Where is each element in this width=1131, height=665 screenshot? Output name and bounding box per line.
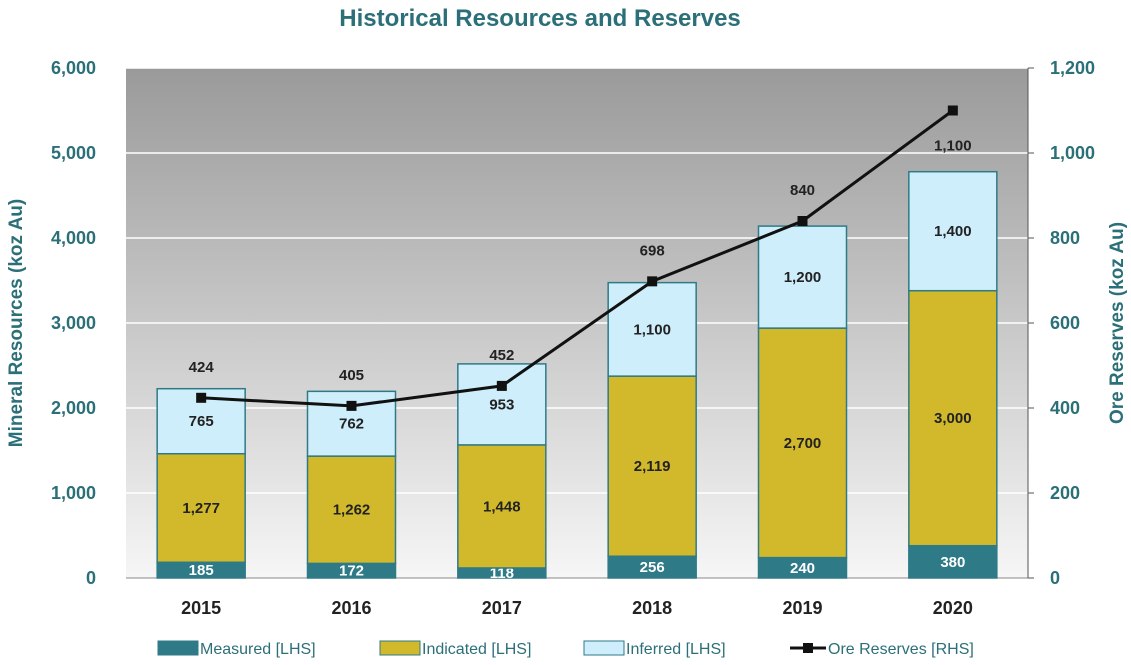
ore-reserves-marker	[496, 380, 507, 391]
left-tick-label: 6,000	[51, 58, 96, 78]
legend-measured-label: Measured [LHS]	[200, 641, 316, 658]
data-label-measured: 172	[339, 563, 364, 580]
ore-reserves-marker	[346, 400, 357, 411]
data-label-inferred: 1,400	[934, 223, 972, 240]
legend: Measured [LHS] Indicated [LHS] Inferred [L…	[157, 640, 974, 658]
right-tick-label: 1,200	[1050, 58, 1095, 78]
ore-reserves-label: 1,100	[934, 138, 972, 155]
ore-reserves-marker	[196, 392, 207, 403]
ore-reserves-polyline	[201, 109, 954, 408]
bar-inferred	[908, 170, 998, 292]
x-tick-label: 2018	[632, 598, 672, 618]
data-label-measured: 256	[640, 559, 665, 576]
left-tick-label: 2,000	[51, 398, 96, 418]
bar-indicated	[306, 455, 397, 565]
legend-indicated-swatch	[379, 640, 421, 656]
data-label-inferred: 762	[339, 416, 364, 433]
bar-indicated	[156, 452, 246, 564]
bar-inferred	[457, 363, 547, 446]
data-label-measured: 118	[490, 565, 514, 582]
left-axis-ticks: 0 1,000 2,000 3,000 4,000 5,000 6,000	[51, 58, 96, 588]
left-tick-label: 3,000	[51, 313, 96, 333]
data-label-indicated: 1,448	[483, 498, 521, 515]
bar-indicated	[757, 327, 848, 559]
data-label-measured: 240	[790, 560, 815, 577]
legend-inferred-swatch	[583, 640, 625, 656]
ore-reserves-label: 424	[189, 359, 215, 376]
data-label-indicated: 1,262	[333, 502, 371, 519]
legend-ore-reserves-marker	[803, 643, 813, 653]
data-label-inferred: 765	[189, 413, 214, 430]
data-label-indicated: 2,119	[634, 458, 671, 475]
ore-reserves-label: 452	[489, 347, 514, 364]
x-tick-label: 2020	[933, 598, 973, 618]
right-tick-label: 400	[1050, 398, 1080, 418]
ore-reserves-label: 405	[339, 367, 364, 384]
x-tick-label: 2015	[181, 598, 221, 618]
left-tick-label: 0	[86, 568, 96, 588]
left-tick-label: 4,000	[51, 228, 96, 248]
bar-measured	[908, 544, 998, 579]
right-axis-label: Ore Reserves (koz Au)	[1107, 222, 1128, 424]
right-tick-label: 0	[1050, 568, 1060, 588]
x-tick-label: 2019	[782, 598, 822, 618]
data-label-inferred: 953	[489, 396, 514, 413]
data-label-measured: 380	[940, 554, 965, 571]
legend-inferred-label: Inferred [LHS]	[626, 641, 726, 658]
bar-indicated	[607, 375, 697, 557]
bar-inferred	[607, 281, 697, 377]
ore-reserves-marker	[947, 105, 958, 116]
left-tick-label: 1,000	[51, 483, 96, 503]
ore-reserves-line: 424 405 452 698 840 1,100	[189, 105, 972, 411]
right-tick-label: 1,000	[1050, 143, 1095, 163]
ore-reserves-label: 698	[640, 242, 665, 259]
data-label-indicated: 3,000	[934, 410, 972, 427]
chart-title: Historical Resources and Reserves	[339, 5, 741, 32]
data-label-inferred: 1,100	[633, 321, 671, 338]
legend-indicated-label: Indicated [LHS]	[422, 641, 531, 658]
gridlines	[126, 67, 1028, 579]
right-axis-ticks: 0 200 400 600 800 1,000 1,200	[1027, 58, 1095, 588]
right-tick-label: 800	[1050, 228, 1080, 248]
ore-reserves-marker	[797, 216, 808, 226]
ore-reserves-marker	[647, 276, 658, 287]
bar-indicated	[908, 289, 998, 547]
legend-ore-reserves-label: Ore Reserves [RHS]	[828, 641, 974, 658]
ore-reserves-label: 840	[790, 182, 815, 199]
right-tick-label: 200	[1050, 483, 1080, 503]
right-tick-label: 600	[1050, 313, 1080, 333]
data-label-indicated: 1,277	[182, 500, 220, 517]
x-tick-label: 2017	[482, 598, 522, 618]
bar-inferred	[757, 225, 848, 329]
data-label-indicated: 2,700	[784, 435, 822, 452]
left-tick-label: 5,000	[51, 143, 96, 163]
left-axis-label: Mineral Resources (koz Au)	[6, 199, 27, 447]
data-label-measured: 185	[189, 562, 214, 579]
legend-measured-swatch	[157, 640, 199, 656]
x-tick-label: 2016	[331, 598, 371, 618]
data-label-inferred: 1,200	[784, 269, 822, 286]
x-axis-ticks: 2015 2016 2017 2018 2019 2020	[181, 598, 973, 618]
